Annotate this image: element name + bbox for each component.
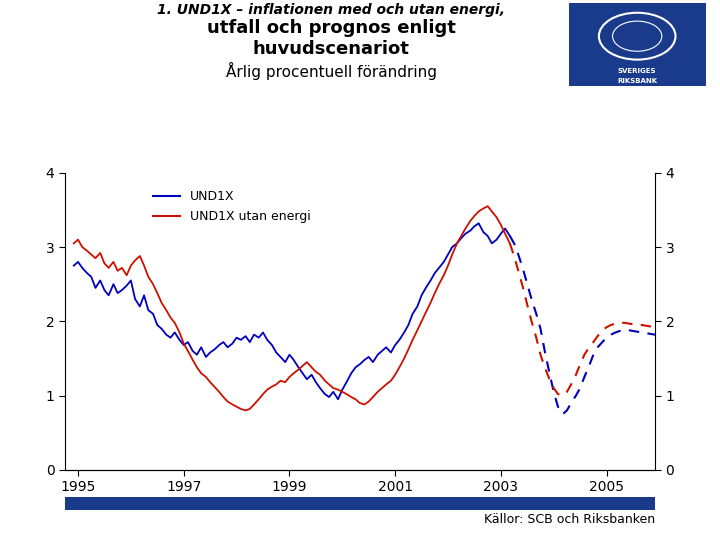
Text: SVERIGES: SVERIGES	[618, 69, 657, 75]
Text: utfall och prognos enligt: utfall och prognos enligt	[207, 19, 456, 37]
Text: Källor: SCB och Riksbanken: Källor: SCB och Riksbanken	[484, 513, 655, 526]
Text: huvudscenariot: huvudscenariot	[253, 40, 410, 58]
Text: 1. UND1X – inflationen med och utan energi,: 1. UND1X – inflationen med och utan ener…	[157, 3, 505, 17]
Legend: UND1X, UND1X utan energi: UND1X, UND1X utan energi	[148, 185, 316, 228]
Text: RIKSBANK: RIKSBANK	[617, 78, 657, 84]
Text: Årlig procentuell förändring: Årlig procentuell förändring	[225, 62, 437, 80]
